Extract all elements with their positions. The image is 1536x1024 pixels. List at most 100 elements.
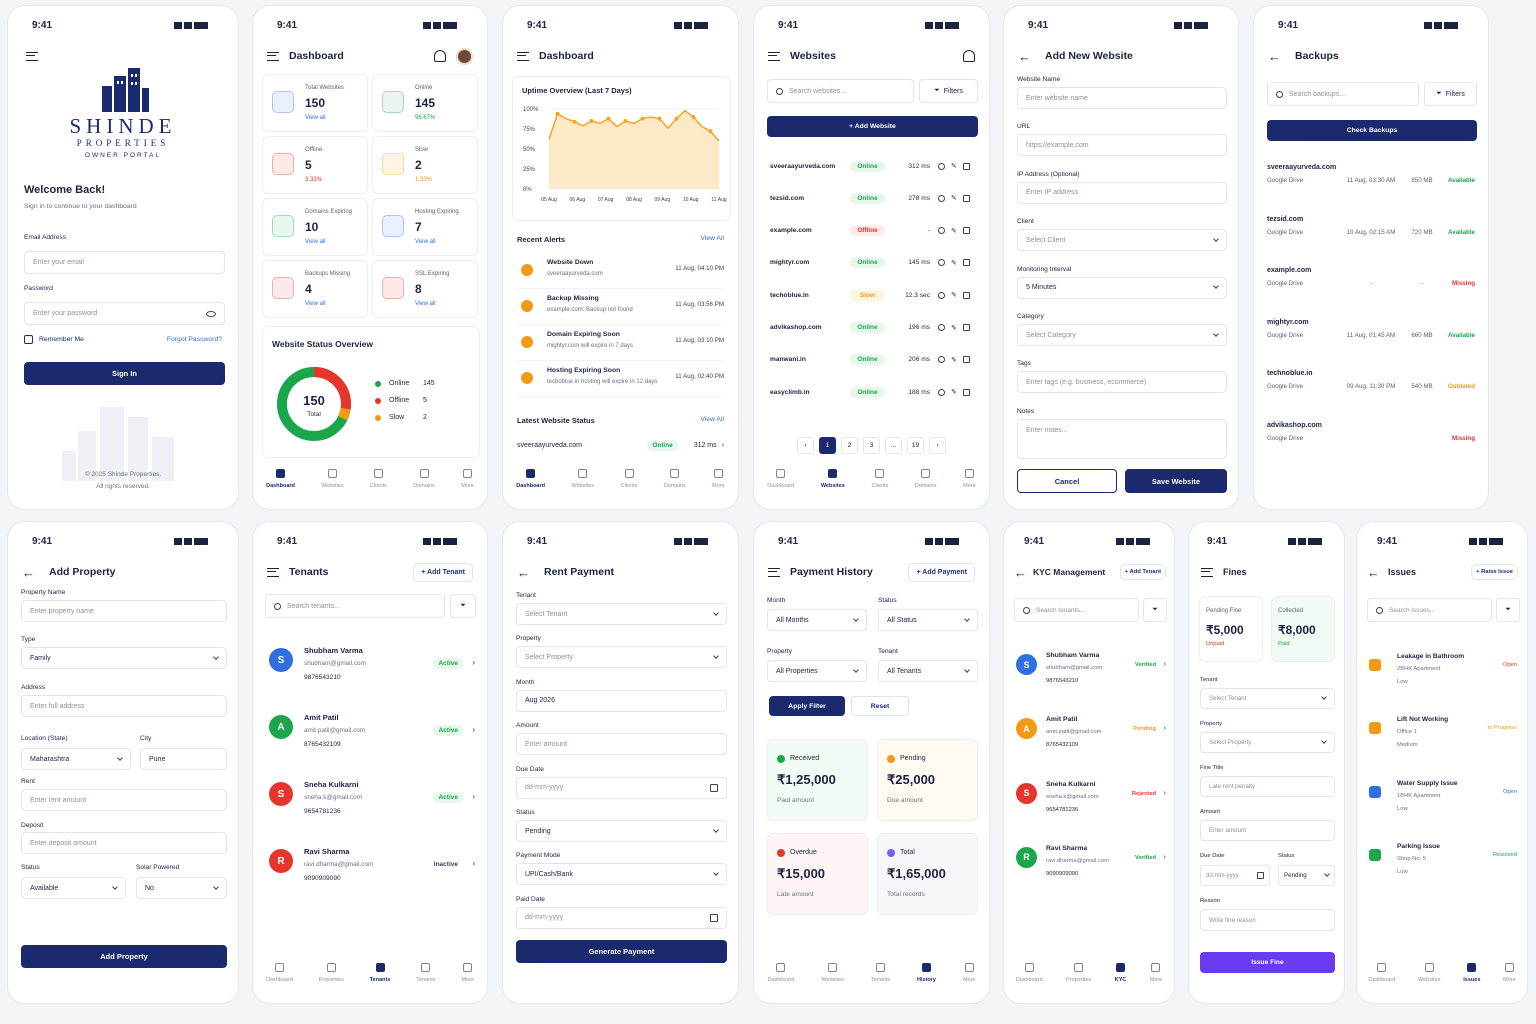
nav-item[interactable]: Websites bbox=[821, 469, 845, 499]
backup-row[interactable]: technoblue.in Google Drive 09 Aug, 11:30… bbox=[1267, 370, 1475, 406]
address-field[interactable]: Enter full address bbox=[21, 695, 227, 717]
edit-icon[interactable]: ✎ bbox=[951, 163, 957, 170]
stat-sub[interactable]: View all bbox=[415, 239, 436, 245]
open-link-icon[interactable] bbox=[962, 227, 970, 235]
nav-item[interactable]: Websites bbox=[321, 469, 344, 499]
menu-icon[interactable] bbox=[267, 567, 279, 577]
chevron-right-icon[interactable]: › bbox=[472, 658, 475, 667]
deposit-field[interactable]: Enter deposit amount bbox=[21, 832, 227, 854]
website-row[interactable]: advikashop.com Online 196 ms ✎ bbox=[770, 317, 975, 339]
nav-item[interactable]: More bbox=[461, 963, 474, 993]
tenant-select[interactable]: Select Tenant bbox=[1200, 688, 1335, 709]
add-property-button[interactable]: Add Property bbox=[21, 945, 227, 968]
page-button[interactable]: 1 bbox=[819, 437, 836, 454]
stat-sub[interactable]: View all bbox=[305, 115, 326, 121]
page-button[interactable]: ‹ bbox=[797, 437, 814, 454]
backup-row[interactable]: sveeraayurveda.com Google Drive 11 Aug, … bbox=[1267, 164, 1475, 200]
open-link-icon[interactable] bbox=[962, 324, 970, 331]
kyc-row[interactable]: S Sneha Kulkarni sneha.k@gmail.com 96547… bbox=[1014, 781, 1166, 831]
password-field[interactable]: Enter your password bbox=[24, 302, 225, 325]
cancel-button[interactable]: Cancel bbox=[1017, 469, 1117, 493]
nav-item[interactable]: Dashboard bbox=[1016, 963, 1043, 993]
add-website-button[interactable]: + Add Website bbox=[767, 116, 978, 137]
filter-button[interactable]: ⏷ bbox=[1143, 598, 1167, 622]
add-tenant-button[interactable]: + Add Tenant bbox=[413, 562, 473, 582]
reset-button[interactable]: Reset bbox=[851, 696, 909, 716]
eye-icon[interactable] bbox=[206, 310, 216, 317]
view-icon[interactable] bbox=[938, 324, 945, 331]
open-link-icon[interactable] bbox=[962, 162, 970, 170]
alert-item[interactable]: Website Down sveeraayurveda.com 11 Aug, … bbox=[517, 257, 724, 289]
filter-button[interactable]: ⏷ bbox=[1496, 598, 1520, 622]
back-arrow-icon[interactable]: ← bbox=[1014, 564, 1027, 580]
back-arrow-icon[interactable]: ← bbox=[22, 564, 35, 580]
stat-card[interactable]: SSL Expiring 8 View all bbox=[372, 260, 478, 318]
kyc-row[interactable]: A Amit Patil amit.patil@gmail.com 876543… bbox=[1014, 716, 1166, 766]
edit-icon[interactable]: ✎ bbox=[951, 356, 957, 364]
open-link-icon[interactable] bbox=[962, 194, 970, 202]
alert-item[interactable]: Hosting Expiring Soon techoblue.in hosti… bbox=[517, 365, 724, 397]
field-input[interactable]: Select Client bbox=[1017, 229, 1227, 252]
nav-item[interactable]: Clients bbox=[871, 469, 888, 499]
view-icon[interactable] bbox=[938, 259, 945, 267]
nav-item[interactable]: Dashboard bbox=[266, 469, 295, 499]
view-icon[interactable] bbox=[938, 194, 945, 202]
page-button[interactable]: 2 bbox=[841, 437, 858, 454]
stat-card[interactable]: Domains Expiring 10 View all bbox=[262, 198, 368, 256]
menu-icon[interactable] bbox=[1201, 567, 1213, 577]
stat-card[interactable]: Online 145 96.67% bbox=[372, 74, 478, 132]
nav-item[interactable]: Websites bbox=[1418, 963, 1441, 993]
nav-item[interactable]: Websites bbox=[572, 469, 594, 499]
field-input[interactable]: Enter tags (e.g. business, ecommerce) bbox=[1017, 371, 1227, 394]
solar-select[interactable]: No bbox=[136, 877, 227, 899]
stat-card[interactable]: Backups Missing 4 View all bbox=[262, 260, 368, 318]
type-select[interactable]: Family bbox=[21, 647, 227, 669]
field-input[interactable]: dd-mm-yyyy bbox=[516, 776, 727, 799]
website-row[interactable]: example.com Offline - ✎ bbox=[770, 220, 975, 242]
open-link-icon[interactable] bbox=[962, 356, 970, 364]
nav-item[interactable]: Domains bbox=[664, 469, 686, 499]
backup-row[interactable]: example.com Google Drive - - Missing bbox=[1267, 267, 1475, 303]
field-input[interactable]: Enter website name bbox=[1017, 87, 1227, 109]
menu-icon[interactable] bbox=[267, 51, 279, 61]
status-select[interactable]: Available bbox=[21, 877, 126, 899]
page-button[interactable]: 3 bbox=[863, 437, 880, 454]
menu-icon[interactable] bbox=[768, 51, 780, 61]
website-row[interactable]: tezsid.com Online 278 ms ✎ bbox=[770, 187, 975, 209]
chevron-right-icon[interactable]: › bbox=[1163, 661, 1166, 668]
backup-row[interactable]: tezsid.com Google Drive 10 Aug, 02:15 AM… bbox=[1267, 216, 1475, 252]
tenant-row[interactable]: S Sneha Kulkarni sneha.k@gmail.com 96547… bbox=[267, 780, 475, 830]
view-icon[interactable] bbox=[938, 162, 945, 170]
field-input[interactable]: Enter amount bbox=[516, 733, 727, 756]
nav-item[interactable]: KYC bbox=[1115, 963, 1126, 993]
tenant-select[interactable]: All Tenants bbox=[878, 660, 978, 682]
fine-title-field[interactable]: Late rent penalty bbox=[1200, 776, 1335, 797]
page-button[interactable]: › bbox=[929, 437, 946, 454]
field-input[interactable]: Select Tenant bbox=[516, 603, 727, 625]
search-input[interactable]: Search websites... bbox=[767, 79, 914, 103]
chevron-right-icon[interactable]: › bbox=[472, 725, 475, 734]
nav-item[interactable]: Tenants bbox=[370, 963, 390, 993]
add-payment-button[interactable]: + Add Payment bbox=[908, 562, 975, 582]
chevron-right-icon[interactable]: › bbox=[1163, 725, 1166, 733]
back-arrow-icon[interactable]: ← bbox=[1018, 48, 1031, 64]
apply-filter-button[interactable]: Apply Filter bbox=[769, 696, 845, 716]
website-row[interactable]: easyclimb.in Online 188 ms ✎ bbox=[770, 381, 975, 403]
issue-row[interactable]: Parking Issue Shop No. 5 Low Resolved bbox=[1367, 843, 1517, 891]
field-input[interactable]: Enter notes... bbox=[1017, 418, 1227, 459]
filters-button[interactable]: ⏷ Filters bbox=[1424, 82, 1477, 106]
back-arrow-icon[interactable]: ← bbox=[1268, 48, 1281, 64]
city-field[interactable]: Pune bbox=[140, 748, 227, 770]
website-row[interactable]: techoblue.in Slow 12.3 sec ✎ bbox=[770, 284, 975, 306]
website-row[interactable]: sveeraayurveda.com Online 312 ms ✎ bbox=[770, 155, 975, 177]
search-input[interactable]: Search backups... bbox=[1267, 82, 1419, 106]
alerts-view-all[interactable]: View All bbox=[700, 235, 724, 242]
bell-icon[interactable] bbox=[434, 50, 446, 62]
kyc-row[interactable]: R Ravi Sharma ravi.dharma@gmail.com 9090… bbox=[1014, 845, 1166, 895]
field-input[interactable]: Select Property bbox=[516, 646, 727, 669]
forgot-password-link[interactable]: Forgot Password? bbox=[166, 336, 222, 343]
issue-row[interactable]: Lift Not Working Office 1 Medium In Prog… bbox=[1367, 716, 1517, 764]
field-input[interactable]: Enter IP address bbox=[1017, 181, 1227, 204]
stat-card[interactable]: Total Websites 150 View all bbox=[262, 74, 368, 132]
menu-icon[interactable] bbox=[768, 567, 780, 577]
